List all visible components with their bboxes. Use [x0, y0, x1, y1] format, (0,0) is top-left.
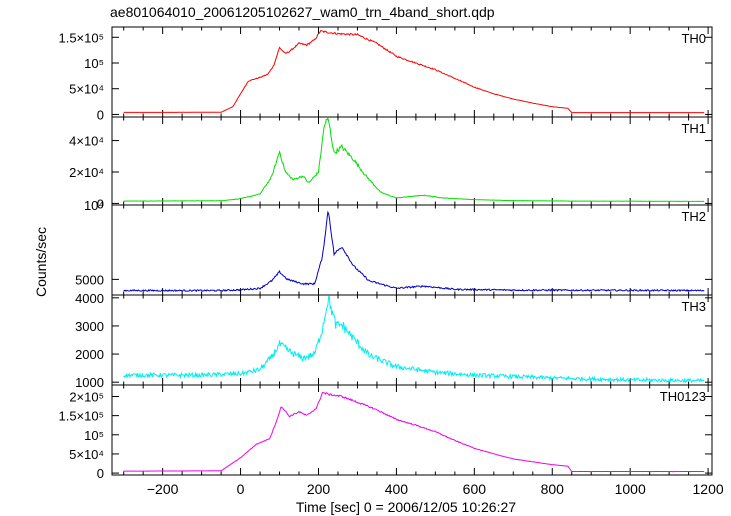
y-tick-label: 3000	[75, 319, 104, 334]
x-tick-label: −200	[147, 481, 179, 497]
y-tick-label: 5000	[75, 272, 104, 287]
x-tick-label: 800	[541, 481, 565, 497]
x-axis-label: Time [sec] 0 = 2006/12/05 10:26:27	[296, 499, 516, 515]
series-line-th1	[123, 116, 705, 202]
series-line-th3	[123, 295, 705, 384]
x-tick-label: 400	[385, 481, 409, 497]
y-tick-label: 5×10⁴	[69, 82, 104, 97]
x-tick-label: 1000	[615, 481, 646, 497]
panel-frame-th0	[111, 26, 713, 118]
y-tick-label: 1000	[75, 375, 104, 390]
y-tick-label: 1.5×10⁵	[58, 409, 104, 424]
panels-group: 0 5×10⁴ 10⁵ 1.5×10⁵ TH0 0 2×10⁴ 4×10⁴ TH1 5000 10⁴…	[58, 26, 713, 481]
panel-label-th3: TH3	[681, 299, 706, 314]
series-line-th0123	[123, 391, 705, 473]
y-tick-label: 4000	[75, 291, 104, 306]
panel-frame-th3	[111, 294, 713, 386]
y-tick-label: 10⁵	[84, 428, 104, 443]
panel-label-th0: TH0	[681, 31, 706, 46]
panel-label-th1: TH1	[681, 121, 706, 136]
panel-label-th0123: TH0123	[660, 389, 706, 404]
y-tick-label: 0	[97, 196, 104, 211]
x-tick-label: 1200	[693, 481, 724, 497]
y-tick-label: 5×10⁴	[69, 447, 104, 462]
y-tick-label: 0	[97, 107, 104, 122]
series-line-th2	[123, 210, 705, 293]
y-tick-label: 2000	[75, 347, 104, 362]
x-tick-label: 600	[463, 481, 487, 497]
panel-frame-th0123	[111, 384, 713, 476]
y-tick-label: 4×10⁴	[69, 134, 104, 149]
y-tick-label: 10⁴	[84, 198, 104, 213]
chart-title: ae801064010_20061205102627_wam0_trn_4ban…	[110, 4, 495, 20]
x-tick-label: 0	[237, 481, 245, 497]
x-tick-label: 200	[307, 481, 331, 497]
panel-label-th2: TH2	[681, 209, 706, 224]
y-tick-label: 2×10⁴	[69, 165, 104, 180]
y-tick-label: 1.5×10⁵	[58, 30, 104, 45]
panel-frame-th2	[111, 204, 713, 296]
panel-frame-th1	[111, 116, 713, 206]
series-line-th0	[123, 29, 705, 114]
y-axis-label: Counts/sec	[33, 227, 49, 297]
y-tick-label: 2×10⁵	[69, 389, 104, 404]
y-tick-label: 10⁵	[84, 56, 104, 71]
y-tick-label: 0	[97, 466, 104, 481]
x-axis-labels: −200 0 200 400 600 800 1000 1200	[147, 481, 724, 497]
